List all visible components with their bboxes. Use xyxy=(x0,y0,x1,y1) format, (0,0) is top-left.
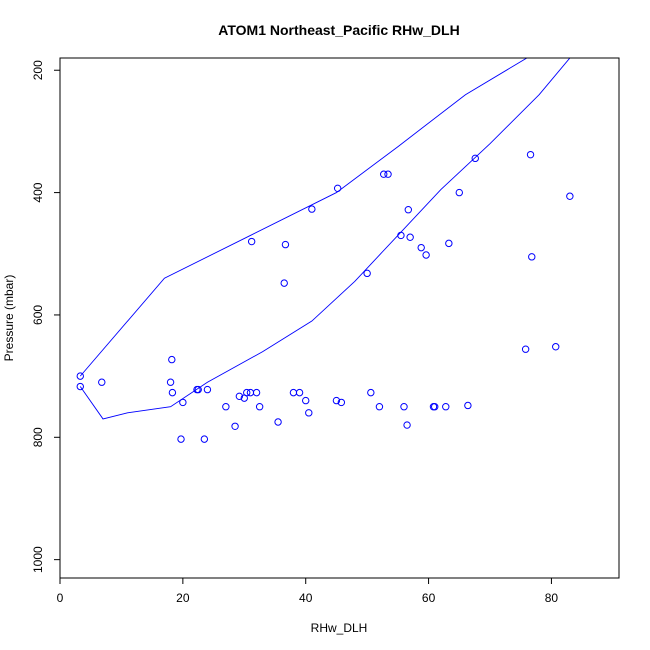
data-point-47 xyxy=(422,251,430,259)
x-tick-label-1: 20 xyxy=(176,591,190,605)
y-tick-label-1: 400 xyxy=(31,182,45,202)
y-tick-label-2: 600 xyxy=(31,305,45,325)
series-line-0 xyxy=(79,58,571,420)
data-point-45 xyxy=(308,205,316,213)
data-point-31 xyxy=(404,206,412,214)
data-point-51 xyxy=(281,240,290,249)
data-point-26 xyxy=(367,388,375,397)
y-tick-label-4: 1000 xyxy=(31,546,45,573)
data-point-34 xyxy=(442,403,450,411)
y-axis-label: Pressure (mbar) xyxy=(2,275,16,362)
data-point-9 xyxy=(203,385,212,394)
data-point-35 xyxy=(445,239,453,248)
x-tick-label-2: 40 xyxy=(299,591,313,605)
x-tick-label-0: 0 xyxy=(57,591,64,605)
data-point-23 xyxy=(333,184,342,193)
data-point-27 xyxy=(380,170,388,178)
data-point-28 xyxy=(384,170,392,178)
data-point-46 xyxy=(417,243,425,252)
x-tick-label-4: 80 xyxy=(545,591,559,605)
data-point-5 xyxy=(168,388,177,397)
data-point-8 xyxy=(200,435,209,443)
data-point-36 xyxy=(464,401,472,410)
data-point-0 xyxy=(76,372,84,380)
data-point-29 xyxy=(397,231,405,240)
data-point-40 xyxy=(528,253,536,261)
data-point-38 xyxy=(521,345,530,353)
data-point-54 xyxy=(375,403,384,411)
data-point-55 xyxy=(431,403,439,411)
data-point-48 xyxy=(177,435,185,443)
data-point-10 xyxy=(222,403,230,411)
data-point-20 xyxy=(302,396,310,405)
data-point-6 xyxy=(179,398,187,407)
data-point-53 xyxy=(455,188,463,197)
data-point-2 xyxy=(98,378,106,386)
data-point-32 xyxy=(400,403,408,411)
data-point-11 xyxy=(231,422,239,430)
chart-title: ATOM1 Northeast_Pacific RHw_DLH xyxy=(218,22,459,38)
data-point-19 xyxy=(295,388,304,397)
data-point-37 xyxy=(471,154,479,163)
data-point-24 xyxy=(337,398,346,407)
data-point-1 xyxy=(76,382,84,391)
data-point-16 xyxy=(274,418,282,426)
x-tick-label-3: 60 xyxy=(422,591,436,605)
data-point-43 xyxy=(193,385,201,394)
data-point-52 xyxy=(252,388,261,397)
data-point-3 xyxy=(166,378,175,386)
data-point-21 xyxy=(305,409,313,417)
plot-area xyxy=(76,58,574,443)
data-marks xyxy=(76,58,574,443)
data-point-50 xyxy=(406,233,414,241)
axes: 0 20 40 60 80 200 400 600 800 1000 xyxy=(31,57,620,605)
data-point-13 xyxy=(243,388,251,397)
data-point-39 xyxy=(526,150,535,159)
data-point-22 xyxy=(332,396,341,405)
data-point-25 xyxy=(363,269,371,278)
data-point-15 xyxy=(255,403,264,411)
x-axis-label: RHw_DLH xyxy=(311,621,368,635)
data-point-49 xyxy=(235,392,244,401)
data-point-4 xyxy=(168,355,176,364)
data-point-17 xyxy=(280,279,288,287)
data-point-30 xyxy=(403,421,411,429)
data-point-42 xyxy=(566,192,574,200)
data-point-14 xyxy=(247,237,256,246)
y-tick-label-3: 800 xyxy=(31,427,45,447)
plot-frame xyxy=(59,57,620,579)
y-tick-label-0: 200 xyxy=(31,60,45,80)
data-point-41 xyxy=(552,343,560,351)
